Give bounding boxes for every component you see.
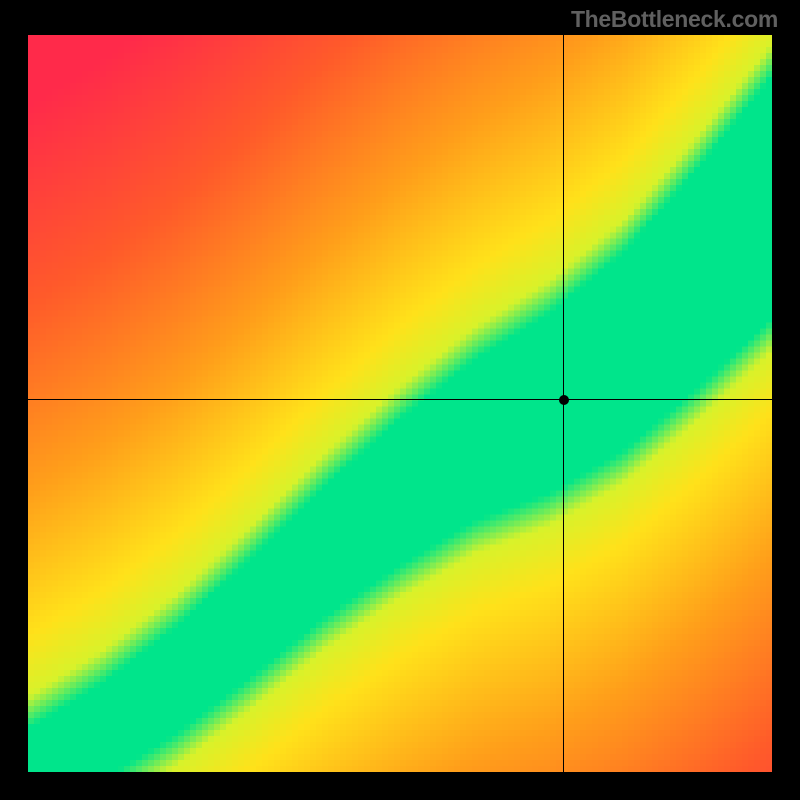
crosshair-horizontal <box>28 399 772 400</box>
marker-point <box>559 395 569 405</box>
heatmap-plot <box>28 35 772 772</box>
watermark-text: TheBottleneck.com <box>571 6 778 33</box>
heatmap-canvas <box>28 35 772 772</box>
